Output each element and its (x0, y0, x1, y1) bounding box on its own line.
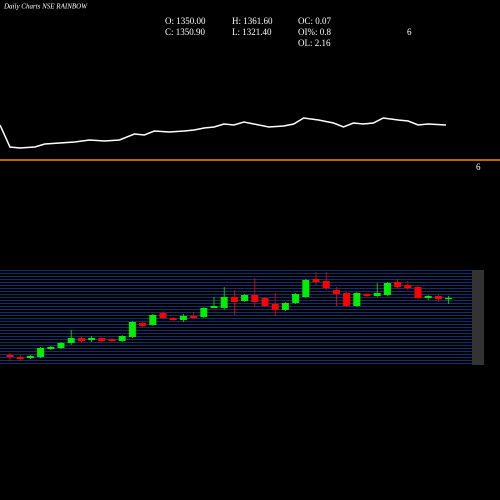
candle-body (6, 355, 14, 357)
candle-body (149, 315, 157, 325)
candle-body (414, 287, 422, 298)
candle-body (373, 293, 381, 296)
candle-body (302, 280, 310, 297)
candle-body (251, 295, 259, 302)
candle-body (57, 343, 65, 348)
candle-body (67, 338, 75, 343)
candle-body (98, 338, 106, 341)
candle-body (332, 290, 340, 294)
candle-body (88, 338, 96, 340)
info-high: H: 1361.60 (232, 16, 273, 26)
candle-body (312, 279, 320, 282)
candle-body (26, 356, 34, 358)
grid-band (0, 270, 472, 365)
info-extra: 6 (407, 27, 412, 37)
candle-body (363, 294, 371, 296)
candle-body (159, 313, 167, 318)
candle-body (404, 285, 412, 288)
candle-body (343, 293, 351, 306)
indicator-line (0, 117, 447, 149)
info-close: C: 1350.90 (165, 27, 206, 37)
candle-body (179, 316, 187, 320)
candle-body (445, 298, 453, 300)
candle-body (16, 357, 24, 359)
candle-body (271, 304, 279, 310)
axis-band (472, 270, 484, 365)
candle-body (118, 336, 126, 341)
candle-body (281, 303, 289, 310)
candle-body (292, 294, 300, 303)
info-ol: OL: 2.16 (298, 38, 331, 48)
candle-body (200, 308, 208, 317)
info-oc: OC: 0.07 (298, 16, 332, 26)
candle-body (47, 347, 55, 349)
candle-body (169, 318, 177, 320)
candle-body (139, 323, 147, 326)
candle-body (383, 283, 391, 295)
info-oi: OI%: 0.8 (298, 27, 331, 37)
candle-body (322, 281, 330, 288)
candle-body (77, 338, 85, 341)
candle-body (424, 296, 432, 298)
candle-body (108, 339, 116, 341)
candle-body (261, 298, 269, 306)
chart-title: Daily Charts NSE RAINBOW (3, 3, 88, 11)
candle-body (230, 297, 238, 302)
candle-body (394, 282, 402, 287)
candle-body (128, 322, 136, 337)
info-open: O: 1350.00 (165, 16, 206, 26)
candle-body (241, 295, 249, 301)
candle-body (37, 348, 45, 357)
candle-body (210, 306, 218, 308)
candle-body (434, 296, 442, 299)
candle-body (220, 297, 228, 308)
info-low: L: 1321.40 (232, 27, 272, 37)
reference-label: 6 (476, 162, 481, 172)
candle-body (190, 316, 198, 318)
candle-body (353, 293, 361, 306)
